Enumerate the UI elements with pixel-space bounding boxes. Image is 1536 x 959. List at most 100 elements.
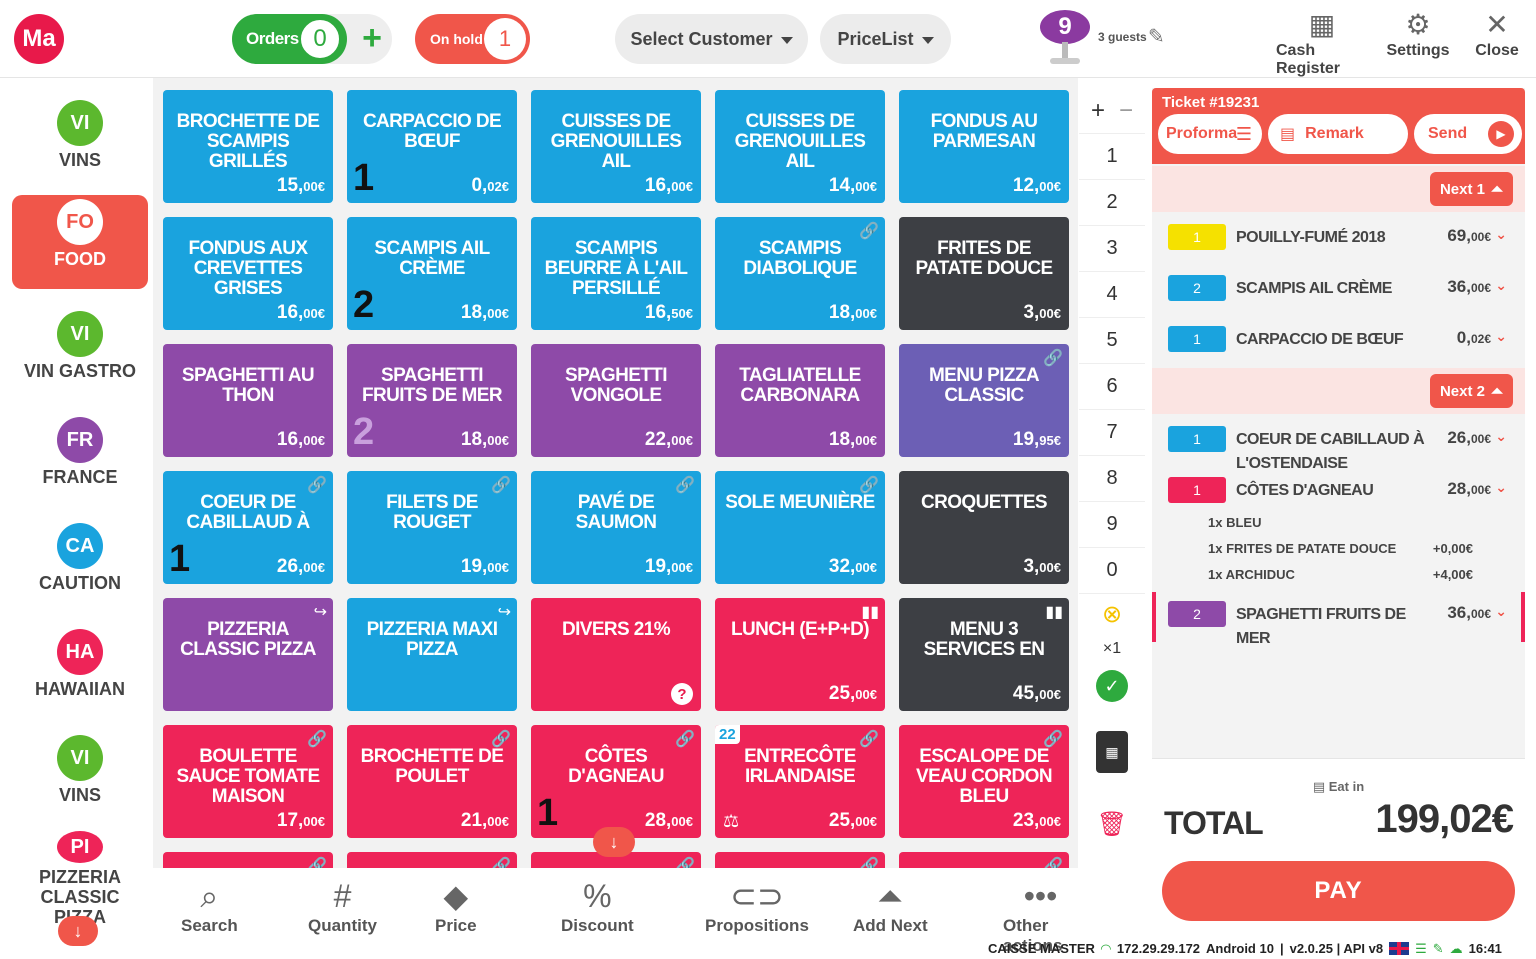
product-tile[interactable]: LUNCH (E+P+D) 25,00€ ▮▮ bbox=[715, 598, 885, 711]
line-quantity[interactable]: 2 bbox=[1168, 275, 1226, 301]
minus-button[interactable]: − bbox=[1119, 96, 1134, 124]
other-actions-button[interactable]: ••• Other actions bbox=[1003, 876, 1078, 956]
sidebar-scroll-down-button[interactable]: ↓ bbox=[58, 916, 98, 946]
onhold-button[interactable]: On hold 1 bbox=[415, 14, 530, 64]
product-tile[interactable]: SPAGHETTI AU THON 16,00€ bbox=[163, 344, 333, 457]
category-hawaiian[interactable]: HA HAWAIIAN bbox=[12, 625, 148, 719]
settings-button[interactable]: ⚙ Settings bbox=[1386, 8, 1449, 72]
product-tile[interactable]: PIZZERIA CLASSIC PIZZA ↪ bbox=[163, 598, 333, 711]
confirm-button[interactable]: ✓ bbox=[1079, 664, 1145, 708]
grid-scroll-down-button[interactable]: ↓ bbox=[593, 827, 635, 857]
category-food[interactable]: FO FOOD bbox=[12, 195, 148, 289]
category-vin-gastro[interactable]: VI VIN GASTRO bbox=[12, 307, 148, 401]
search-button[interactable]: ⌕ Search bbox=[181, 876, 238, 936]
numpad-key[interactable]: 6 bbox=[1079, 364, 1145, 410]
numpad-key[interactable]: 0 bbox=[1079, 548, 1145, 594]
numpad-key[interactable]: 2 bbox=[1079, 180, 1145, 226]
product-tile[interactable]: SCAMPIS DIABOLIQUE 18,00€ 🔗 bbox=[715, 217, 885, 330]
product-tile[interactable]: FONDUS AU PARMESAN 12,00€ bbox=[899, 90, 1069, 203]
calculator-button[interactable]: ▦ bbox=[1079, 722, 1145, 782]
product-tile[interactable]: BROCHETTE DE SCAMPIS GRILLÉS 15,00€ bbox=[163, 90, 333, 203]
product-tile[interactable]: SPAGHETTI VONGOLE 22,00€ bbox=[531, 344, 701, 457]
product-tile-partial[interactable]: 🔗 bbox=[347, 852, 517, 868]
pay-button[interactable]: PAY bbox=[1162, 861, 1515, 921]
product-tile[interactable]: Menu 3 services EN 45,00€ ▮▮ bbox=[899, 598, 1069, 711]
next-2-button[interactable]: Next 2 ⏶ bbox=[1429, 374, 1513, 408]
numpad-key[interactable]: 3 bbox=[1079, 226, 1145, 272]
product-tile-partial[interactable]: 🔗 bbox=[163, 852, 333, 868]
numpad-key[interactable]: 5 bbox=[1079, 318, 1145, 364]
product-tile[interactable]: BROCHETTE DE POULET 21,00€ 🔗 bbox=[347, 725, 517, 838]
proforma-button[interactable]: Proforma ☰ bbox=[1158, 114, 1262, 154]
product-tile-partial[interactable]: 🔗 bbox=[531, 852, 701, 868]
product-tile[interactable]: DIVERS 21%? bbox=[531, 598, 701, 711]
product-tile[interactable]: CUISSES DE GRENOUILLES AIL 16,00€ bbox=[531, 90, 701, 203]
product-tile-partial[interactable]: 🔗 bbox=[715, 852, 885, 868]
eat-in-label[interactable]: ▤ Eat in bbox=[1152, 779, 1525, 795]
remark-button[interactable]: ▤ Remark bbox=[1268, 114, 1408, 154]
price-button[interactable]: ◆ Price bbox=[435, 876, 477, 936]
category-france[interactable]: FR FRANCE bbox=[12, 413, 148, 507]
line-quantity[interactable]: 2 bbox=[1168, 601, 1226, 627]
product-tile[interactable]: TAGLIATELLE CARBONARA 18,00€ bbox=[715, 344, 885, 457]
category-vins[interactable]: VI VINS bbox=[12, 96, 148, 190]
bell-icon: ⏶ bbox=[1490, 382, 1503, 400]
delete-button[interactable]: 🗑 bbox=[1079, 794, 1145, 854]
product-tile[interactable]: SPAGHETTI FRUITS DE MER 18,00€ 2 bbox=[347, 344, 517, 457]
product-tile[interactable]: ENTRECÔTE IRLANDAISE 25,00€ 🔗 22 ⚖ bbox=[715, 725, 885, 838]
product-tile[interactable]: PIZZERIA MAXI PIZZA ↪ bbox=[347, 598, 517, 711]
propositions-button[interactable]: ⊂⊃ Propositions bbox=[705, 876, 809, 936]
product-tile[interactable]: SOLE MEUNIÈRE 32,00€ 🔗 bbox=[715, 471, 885, 584]
product-tile[interactable]: ESCALOPE DE VEAU CORDON BLEU 23,00€ 🔗 bbox=[899, 725, 1069, 838]
product-tile[interactable]: CUISSES DE GRENOUILLES AIL 14,00€ bbox=[715, 90, 885, 203]
product-tile-partial[interactable]: 🔗 bbox=[899, 852, 1069, 868]
quantity-button[interactable]: # Quantity bbox=[308, 876, 377, 936]
next-1-button[interactable]: Next 1 ⏶ bbox=[1429, 172, 1513, 206]
orders-button[interactable]: Orders 0 + bbox=[232, 14, 392, 64]
chevron-down-icon[interactable]: ⌄ bbox=[1495, 428, 1507, 444]
line-quantity[interactable]: 1 bbox=[1168, 477, 1226, 503]
cash-register-button[interactable]: ▦ Cash Register bbox=[1276, 8, 1368, 77]
add-next-button[interactable]: ⏶ Add Next bbox=[853, 876, 928, 936]
product-tile[interactable]: SCAMPIS AIL CRÈME 18,00€ 2 bbox=[347, 217, 517, 330]
line-quantity[interactable]: 1 bbox=[1168, 326, 1226, 352]
product-tile[interactable]: COEUR DE CABILLAUD À 26,00€ 1 🔗 bbox=[163, 471, 333, 584]
cancel-circle-icon[interactable]: ⊗ bbox=[1101, 600, 1123, 628]
chevron-down-icon[interactable]: ⌄ bbox=[1495, 603, 1507, 619]
product-tile[interactable]: CÔTES D'AGNEAU 28,00€ 1 🔗 bbox=[531, 725, 701, 838]
add-order-button[interactable]: + bbox=[362, 19, 382, 57]
product-tile[interactable]: MENU PIZZA CLASSIC 19,95€ 🔗 bbox=[899, 344, 1069, 457]
category-pizzeria[interactable]: PI PIZZERIA CLASSIC PIZZA bbox=[12, 827, 148, 927]
chevron-down-icon[interactable]: ⌄ bbox=[1495, 277, 1507, 293]
product-tile[interactable]: FRITES DE PATATE DOUCE 3,00€ bbox=[899, 217, 1069, 330]
line-quantity[interactable]: 1 bbox=[1168, 224, 1226, 250]
select-customer-dropdown[interactable]: Select Customer bbox=[615, 14, 808, 64]
numpad-key[interactable]: 8 bbox=[1079, 456, 1145, 502]
chevron-down-icon[interactable]: ⌄ bbox=[1495, 226, 1507, 242]
numpad-key[interactable]: 9 bbox=[1079, 502, 1145, 548]
price-whole: 19, bbox=[644, 556, 672, 577]
product-tile[interactable]: CARPACCIO DE BŒUF 0,02€ 1 bbox=[347, 90, 517, 203]
product-tile[interactable]: CROQUETTES 3,00€ bbox=[899, 471, 1069, 584]
product-tile[interactable]: BOULETTE SAUCE TOMATE MAISON 17,00€ 🔗 bbox=[163, 725, 333, 838]
discount-button[interactable]: % Discount bbox=[561, 876, 634, 936]
product-tile[interactable]: SCAMPIS BEURRE À L'AIL PERSILLÉ 16,50€ bbox=[531, 217, 701, 330]
pencil-icon[interactable]: ✎ bbox=[1148, 26, 1165, 48]
chevron-down-icon[interactable]: ⌄ bbox=[1495, 479, 1507, 495]
plus-button[interactable]: + bbox=[1090, 96, 1105, 124]
product-tile[interactable]: FILETS DE ROUGET 19,00€ 🔗 bbox=[347, 471, 517, 584]
send-button[interactable]: Send ▶ bbox=[1414, 114, 1522, 154]
category-caution[interactable]: CA CAUTION bbox=[12, 519, 148, 613]
numpad-key[interactable]: 4 bbox=[1079, 272, 1145, 318]
chevron-down-icon[interactable]: ⌄ bbox=[1495, 328, 1507, 344]
receipt-icon: ☰ bbox=[1235, 123, 1252, 144]
line-quantity[interactable]: 1 bbox=[1168, 426, 1226, 452]
category-vins-2[interactable]: VI VINS bbox=[12, 731, 148, 825]
numpad-key[interactable]: 7 bbox=[1079, 410, 1145, 456]
product-tile[interactable]: PAVÉ DE SAUMON 19,00€ 🔗 bbox=[531, 471, 701, 584]
product-tile[interactable]: FONDUS AUX CREVETTES GRISES 16,00€ bbox=[163, 217, 333, 330]
numpad-key[interactable]: 1 bbox=[1079, 134, 1145, 180]
guests-widget[interactable]: 9 3 guests ✎ bbox=[1036, 10, 1186, 68]
pricelist-dropdown[interactable]: PriceList bbox=[820, 14, 951, 64]
close-button[interactable]: ✕ Close bbox=[1474, 8, 1520, 72]
